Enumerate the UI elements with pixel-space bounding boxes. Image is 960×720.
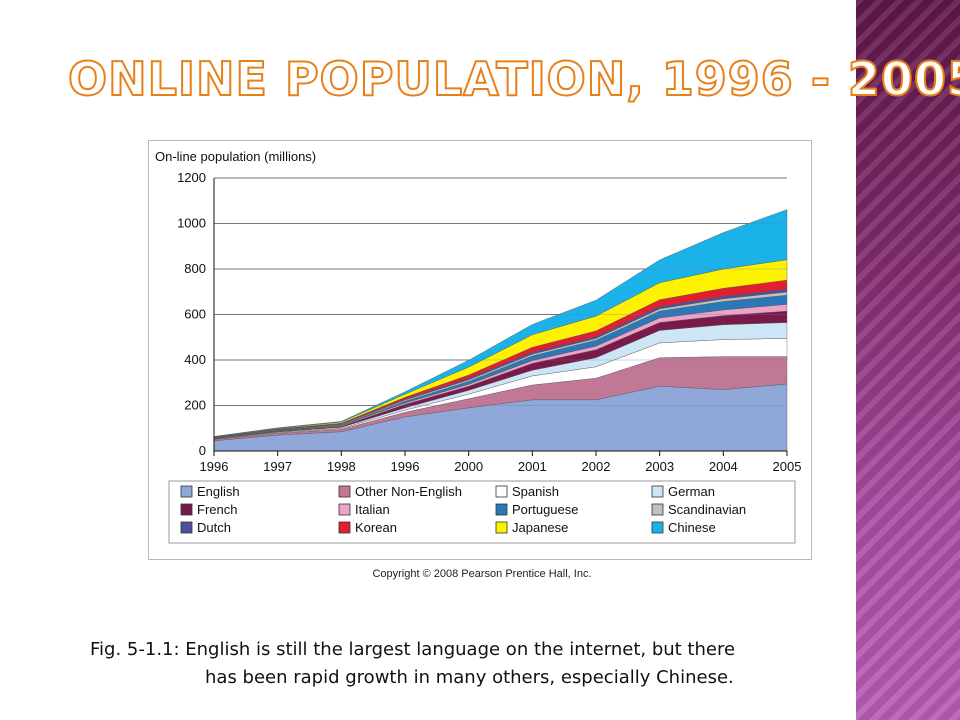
caption-line-1: Fig. 5-1.1: English is still the largest…: [90, 639, 736, 660]
legend-swatch-korean: [338, 521, 351, 534]
legend-swatch-english: [180, 485, 193, 498]
x-tick-label: 1998: [327, 459, 356, 474]
x-tick-label: 2000: [454, 459, 483, 474]
y-tick-label: 400: [184, 352, 206, 367]
legend-label-dutch: Dutch: [197, 520, 231, 535]
y-tick-label: 600: [184, 307, 206, 322]
legend-label-korean: Korean: [355, 520, 397, 535]
legend-swatch-scandinavian: [651, 503, 664, 516]
chart-frame: On-line population (millions) 0 200 400 600 8…: [148, 140, 812, 560]
x-tick-label: 2005: [773, 459, 802, 474]
x-tick-label: 1996: [200, 459, 229, 474]
slide-title: Online population, 1996 - 2005: [67, 51, 960, 107]
figure-caption: Fig. 5-1.1: English is still the largest…: [90, 636, 890, 692]
x-tick-label: 1997: [263, 459, 292, 474]
legend-box: [168, 480, 796, 544]
legend-label-portuguese: Portuguese: [512, 502, 579, 517]
legend-swatch-chinese: [651, 521, 664, 534]
legend-label-scandinavian: Scandinavian: [668, 502, 746, 517]
legend-swatch-italian: [338, 503, 351, 516]
x-tick-label: 2002: [582, 459, 611, 474]
legend-swatch-japanese: [495, 521, 508, 534]
legend-label-chinese: Chinese: [668, 520, 716, 535]
decorative-side-band: [856, 0, 960, 720]
legend-label-german: German: [668, 484, 715, 499]
legend-swatch-french: [180, 503, 193, 516]
legend-label-english: English: [197, 484, 240, 499]
legend-label-spanish: Spanish: [512, 484, 559, 499]
y-tick-label: 200: [184, 398, 206, 413]
legend-swatch-portuguese: [495, 503, 508, 516]
stacked-area-chart: On-line population (millions) 0 200 400 600 8…: [155, 149, 802, 544]
y-axis-label: On-line population (millions): [155, 149, 316, 164]
legend-label-japanese: Japanese: [512, 520, 568, 535]
y-tick-label: 1000: [177, 216, 206, 231]
caption-line-2: has been rapid growth in many others, es…: [205, 667, 734, 688]
legend-label-other-non-english: Other Non-English: [355, 484, 462, 499]
x-tick-label: 2003: [645, 459, 674, 474]
legend-swatch-dutch: [180, 521, 193, 534]
y-tick-label: 0: [199, 443, 206, 458]
x-tick-label: 1996: [391, 459, 420, 474]
x-tick-label: 2004: [709, 459, 738, 474]
legend-swatch-other-non-english: [338, 485, 351, 498]
y-tick-label: 1200: [177, 170, 206, 185]
x-tick-label: 2001: [518, 459, 547, 474]
legend-swatch-german: [651, 485, 664, 498]
copyright-note: Copyright © 2008 Pearson Prentice Hall, …: [372, 568, 592, 580]
legend-swatch-spanish: [495, 485, 508, 498]
legend-label-italian: Italian: [355, 502, 390, 517]
legend-label-french: French: [197, 502, 237, 517]
y-tick-label: 800: [184, 261, 206, 276]
series-area-chinese: [213, 209, 788, 437]
